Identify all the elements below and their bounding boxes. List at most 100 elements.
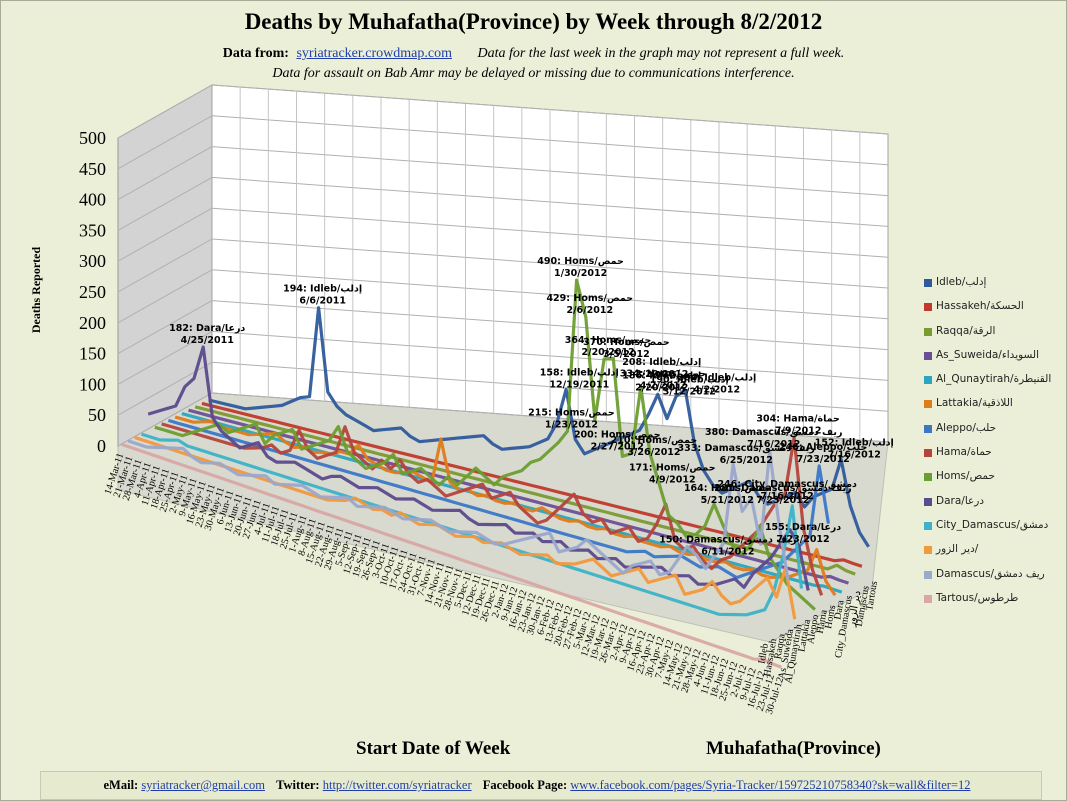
email-link[interactable]: syriatracker@gmail.com: [141, 778, 265, 792]
z-tick-label: Idleb: [757, 643, 771, 665]
legend-swatch: [924, 351, 932, 360]
annotation-title: 246: Aleppo/حلب: [779, 442, 867, 453]
annotation-title: 370: Homs/حمص: [583, 337, 670, 348]
legend-item: Damascus/ريف دمشق: [924, 568, 1064, 592]
legend-label: As_Suweida/السويداء: [936, 348, 1040, 361]
annotation-date: 2/20/2012: [635, 369, 688, 380]
z-tick-label: Aleppo: [805, 614, 821, 645]
annotation-date: 3/26/2012: [627, 447, 680, 458]
facebook-link[interactable]: www.facebook.com/pages/Syria-Tracker/159…: [570, 778, 971, 792]
annotation-title: 152: Idleb/إدلب: [815, 438, 894, 449]
annotation-date: 7/16/2012: [761, 491, 814, 502]
legend-item: Hassakeh/الحسكة: [924, 300, 1064, 324]
annotation-title: 208: Idleb/إدلب: [622, 357, 701, 368]
annotation-date: 6/25/2012: [720, 455, 773, 466]
y-tick-label: 100: [79, 374, 106, 394]
z-tick-label: Homs: [823, 604, 838, 630]
annotation-date: 7/23/2012: [776, 534, 829, 545]
facebook-label: Facebook Page:: [482, 778, 568, 792]
y-tick-label: 250: [79, 282, 106, 302]
legend-swatch: [924, 303, 932, 312]
annotation-date: 3/5/2012: [603, 349, 650, 360]
annotation-title: 186: Idleb/إدلب: [622, 370, 701, 381]
gridline: [117, 300, 213, 355]
email-label: eMail:: [103, 778, 139, 792]
y-tick-label: 350: [79, 220, 106, 240]
legend-item: Homs/حمص: [924, 470, 1064, 494]
legend-item: Aleppo/حلب: [924, 422, 1064, 446]
note-last-week: Data for the last week in the graph may …: [477, 46, 845, 61]
annotation-date: 4/2/2012: [694, 385, 741, 396]
annotation-title: 200: Homs/حمص: [574, 430, 661, 441]
annotation-title: 334: Homs/حمص: [620, 368, 707, 379]
legend-label: Dara/درعا: [936, 494, 985, 507]
legend-swatch: [924, 279, 932, 287]
annotation-title: 171: Homs/حمص: [629, 462, 716, 473]
z-tick-label: Raqqa: [772, 632, 787, 660]
y-tick-label: 0: [97, 436, 106, 456]
y-tick-label: 200: [79, 313, 106, 333]
annotation-title: 164: Homs/حمص: [684, 483, 771, 494]
legend-swatch: [924, 546, 932, 555]
legend-item: As_Suweida/السويداء: [924, 349, 1064, 373]
chart-title: Deaths by Muhafatha(Province) by Week th…: [244, 9, 823, 34]
twitter-label: Twitter:: [276, 778, 320, 792]
annotation-title: 215: Homs/حمص: [528, 407, 615, 418]
legend-label: دير الزور/: [936, 543, 979, 556]
annotation-title: 246: City_Damascus/دمشق: [717, 479, 857, 490]
legend-label: Tartous/طرطوس: [936, 591, 1019, 604]
gridline: [117, 269, 213, 324]
gridline: [117, 84, 213, 139]
annotation-date: 2/20/2012: [581, 347, 634, 358]
annotation-date: 12/19/2011: [549, 380, 609, 391]
legend-swatch: [924, 521, 932, 530]
annotation-date: 7/16/2012: [747, 439, 800, 450]
annotation-date: 7/23/2012: [797, 454, 850, 465]
twitter-link[interactable]: http://twitter.com/syriatracker: [322, 778, 472, 792]
annotation-date: 4/25/2011: [181, 335, 234, 346]
legend-swatch: [924, 473, 932, 482]
annotation-title: 204: Idleb/إدلب: [677, 373, 756, 384]
z-tick-label: Hama: [815, 608, 830, 634]
data-source-link[interactable]: syriatracker.crowdmap.com: [296, 46, 452, 61]
legend-item: Dara/درعا: [924, 495, 1064, 519]
series-line: [208, 306, 870, 548]
data-from-label: Data from:: [222, 46, 289, 61]
legend-label: City_Damascus/دمشق: [936, 518, 1049, 531]
legend-item: Tartous/طرطوس: [924, 592, 1064, 616]
legend-label: Hassakeh/الحسكة: [936, 300, 1024, 313]
legend-label: Damascus/ريف دمشق: [936, 567, 1045, 580]
legend-label: Aleppo/حلب: [936, 421, 997, 434]
annotation-title: 281: Damascus/ريف دمشق: [714, 483, 851, 494]
annotation-date: 5/21/2012: [701, 495, 754, 506]
legend-swatch: [924, 424, 932, 433]
annotation-title: 182: Dara/درعا: [169, 323, 245, 334]
annotation-date: 4/2/2012: [640, 380, 687, 391]
gridline: [117, 146, 213, 201]
legend-swatch: [924, 376, 932, 385]
legend-item: Lattakia/اللاذقية: [924, 397, 1064, 421]
annotation-date: 2/27/2012: [591, 442, 644, 453]
annotation-date: 6/6/2011: [299, 296, 346, 307]
y-axis-ticks: 0 50 100 150 200 250 300 350 400 450 500: [79, 128, 106, 456]
series-line: [134, 435, 797, 620]
legend-item: Hama/حماة: [924, 446, 1064, 470]
series-line: [161, 422, 824, 596]
